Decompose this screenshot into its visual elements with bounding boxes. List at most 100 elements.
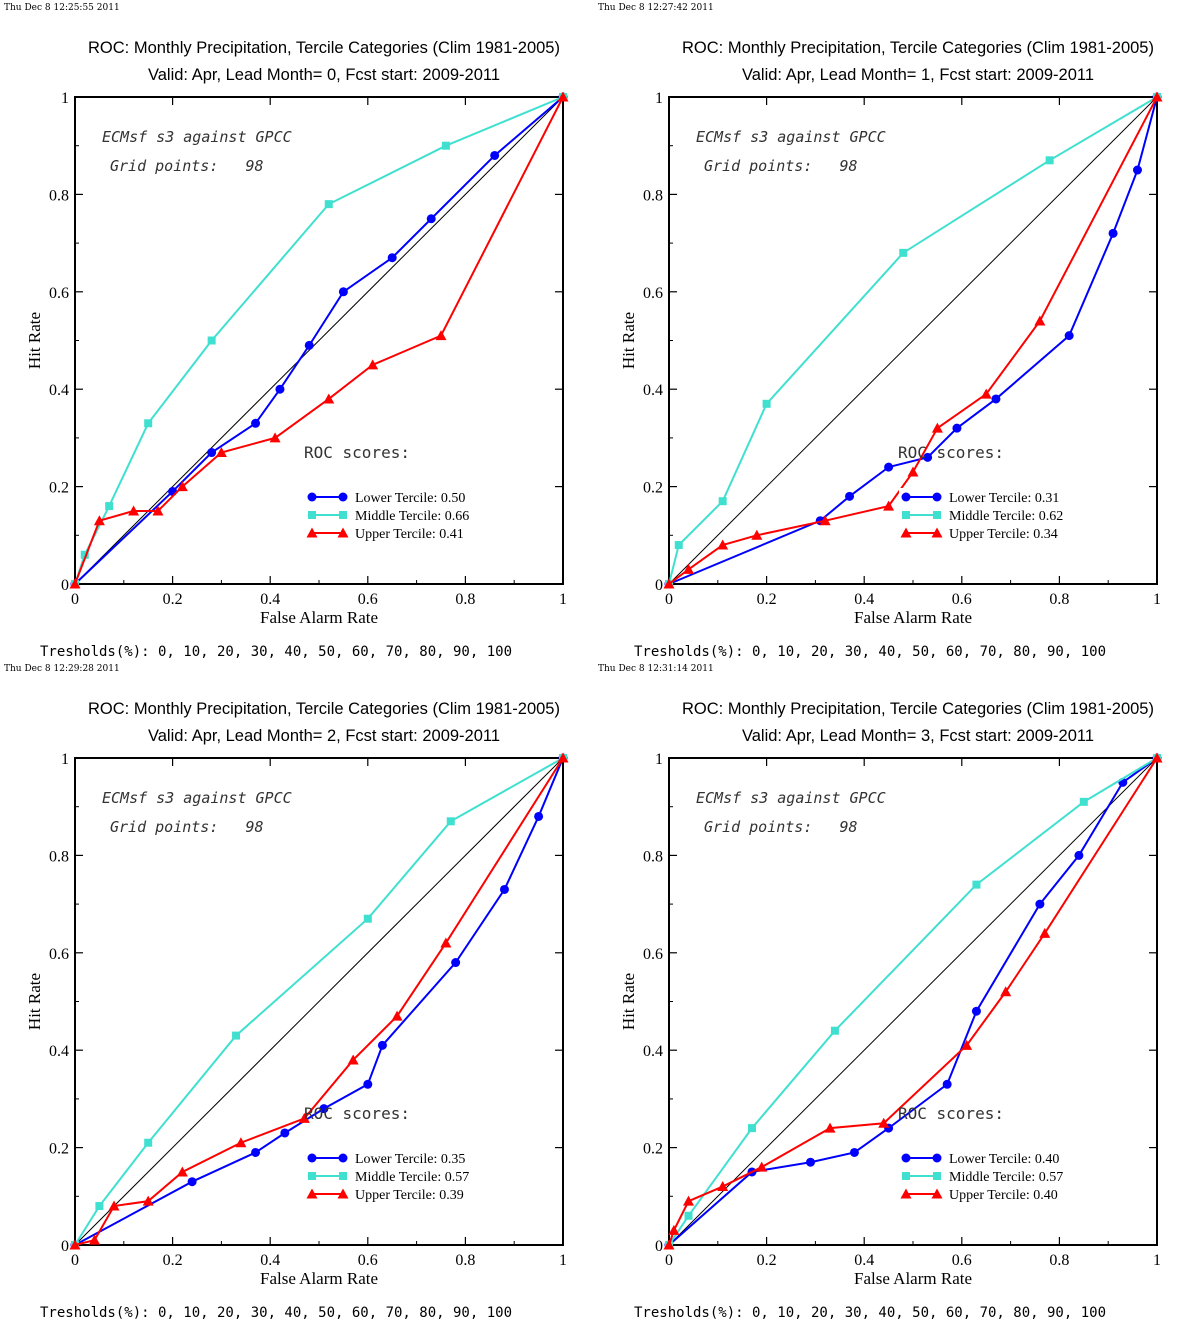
series-upper-tercile xyxy=(69,752,569,1250)
thresholds-note: Tresholds(%): 0, 10, 20, 30, 40, 50, 60,… xyxy=(40,1305,512,1321)
legend-lower-marker-left xyxy=(901,492,911,502)
legend-middle-marker-left xyxy=(308,511,316,519)
no-skill-diagonal xyxy=(668,96,1158,585)
upper-tercile-point xyxy=(683,563,695,574)
upper-tercile-point xyxy=(663,578,675,589)
upper-tercile-point xyxy=(717,1181,729,1192)
x-tick-label: 0.6 xyxy=(358,591,378,608)
lower-tercile-point xyxy=(499,884,509,894)
legend-middle-marker-right xyxy=(339,511,347,519)
legend-middle-label: Middle Tercile: 0.57 xyxy=(355,1170,469,1185)
middle-tercile-point xyxy=(899,248,908,257)
legend-upper-label: Upper Tercile: 0.41 xyxy=(355,527,464,542)
legend-middle-marker-right xyxy=(933,1172,941,1180)
x-tick-label: 1 xyxy=(559,591,567,608)
series-upper-tercile xyxy=(663,752,1163,1250)
chart-subtitle: Valid: Apr, Lead Month= 3, Fcst start: 2… xyxy=(742,727,1094,745)
upper-tercile-point xyxy=(683,1195,695,1206)
lower-tercile-point xyxy=(207,448,217,458)
middle-tercile-point xyxy=(1045,156,1054,165)
lower-tercile-point xyxy=(377,1040,387,1050)
y-axis-label: Hit Rate xyxy=(25,312,44,369)
y-axis-label: Hit Rate xyxy=(25,973,44,1030)
middle-tercile-point xyxy=(674,541,683,550)
upper-tercile-point xyxy=(176,1166,188,1177)
no-skill-diagonal xyxy=(74,757,564,1246)
upper-tercile-point xyxy=(980,388,992,399)
upper-tercile-point xyxy=(668,1224,680,1235)
lower-tercile-point xyxy=(187,1177,197,1187)
y-tick-label: 0 xyxy=(61,1238,69,1255)
legend-middle-label: Middle Tercile: 0.57 xyxy=(949,1170,1063,1185)
y-tick-label: 0.2 xyxy=(49,1141,69,1158)
lower-tercile-point xyxy=(168,486,178,496)
legend-bg xyxy=(899,488,1069,505)
y-tick-label: 0.4 xyxy=(49,382,69,399)
roc-panel-4: Thu Dec 8 12:31:14 2011 ROC: Monthly Prec… xyxy=(598,664,1163,1321)
middle-tercile-point xyxy=(446,817,455,826)
middle-tercile-point xyxy=(80,550,89,559)
lower-tercile-point xyxy=(251,418,261,428)
middle-tercile-point xyxy=(718,497,727,506)
legend-bg xyxy=(305,506,475,523)
middle-tercile-point xyxy=(105,502,114,511)
upper-tercile-point xyxy=(215,447,227,458)
upper-tercile-point xyxy=(298,1112,310,1123)
legend-lower-marker-right xyxy=(932,1153,942,1163)
x-tick-label: 0 xyxy=(665,591,673,608)
roc-panel-2: Thu Dec 8 12:27:42 2011 ROC: Monthly Prec… xyxy=(598,3,1163,660)
upper-tercile-point xyxy=(1034,315,1046,326)
legend-upper-label: Upper Tercile: 0.39 xyxy=(355,1188,464,1203)
x-tick-label: 1 xyxy=(1153,591,1161,608)
x-axis-label: False Alarm Rate xyxy=(854,1269,972,1288)
source-annotation: ECMsf s3 against GPCC xyxy=(102,128,292,146)
legend-upper-label: Upper Tercile: 0.34 xyxy=(949,527,1058,542)
upper-tercile-point xyxy=(235,1137,247,1148)
upper-tercile-point xyxy=(819,515,831,526)
legend-lower-label: Lower Tercile: 0.50 xyxy=(355,491,465,506)
lower-tercile-point xyxy=(1064,331,1074,341)
x-tick-label: 0.8 xyxy=(455,591,475,608)
legend-lower-label: Lower Tercile: 0.31 xyxy=(949,491,1059,506)
legend-bg xyxy=(305,1149,475,1166)
middle-tercile-point xyxy=(144,419,153,428)
legend-middle-label: Middle Tercile: 0.62 xyxy=(949,509,1063,524)
upper-tercile-point xyxy=(1000,986,1012,997)
x-tick-label: 0 xyxy=(665,1252,673,1269)
lower-tercile-point xyxy=(991,394,1001,404)
upper-tercile-point xyxy=(557,752,569,763)
chart-subtitle: Valid: Apr, Lead Month= 1, Fcst start: 2… xyxy=(742,66,1094,84)
y-tick-label: 0 xyxy=(655,577,663,594)
lower-tercile-point xyxy=(319,1104,329,1114)
upper-tercile-point xyxy=(323,393,335,404)
upper-tercile-point xyxy=(93,515,105,526)
y-tick-label: 0.4 xyxy=(49,1043,69,1060)
chart-title: ROC: Monthly Precipitation, Tercile Cate… xyxy=(88,700,560,718)
upper-tercile-point xyxy=(717,539,729,550)
y-tick-label: 0.2 xyxy=(643,480,663,497)
upper-tercile-point xyxy=(69,578,81,589)
x-tick-label: 0.2 xyxy=(757,591,777,608)
lower-tercile-point xyxy=(490,150,500,160)
upper-tercile-point xyxy=(108,1200,120,1211)
legend-lower-marker-left xyxy=(901,1153,911,1163)
x-tick-label: 0.6 xyxy=(952,591,972,608)
x-axis-label: False Alarm Rate xyxy=(260,608,378,627)
legend-lower-marker-right xyxy=(338,492,348,502)
no-skill-diagonal xyxy=(74,96,564,585)
y-tick-label: 0.8 xyxy=(49,187,69,204)
source-annotation: ECMsf s3 against GPCC xyxy=(696,789,886,807)
lower-tercile-point xyxy=(426,214,436,224)
lower-tercile-point xyxy=(451,958,461,968)
lower-tercile-point xyxy=(280,1128,290,1138)
middle-tercile-point xyxy=(324,200,333,209)
upper-tercile-point xyxy=(391,1010,403,1021)
legend-upper-marker-left xyxy=(900,527,912,538)
y-tick-label: 0 xyxy=(655,1238,663,1255)
chart-title: ROC: Monthly Precipitation, Tercile Cate… xyxy=(682,700,1154,718)
grid-points-annotation: Grid points: 98 xyxy=(704,818,858,836)
upper-tercile-point xyxy=(347,1054,359,1065)
upper-tercile-point xyxy=(883,500,895,511)
upper-tercile-point xyxy=(435,330,447,341)
